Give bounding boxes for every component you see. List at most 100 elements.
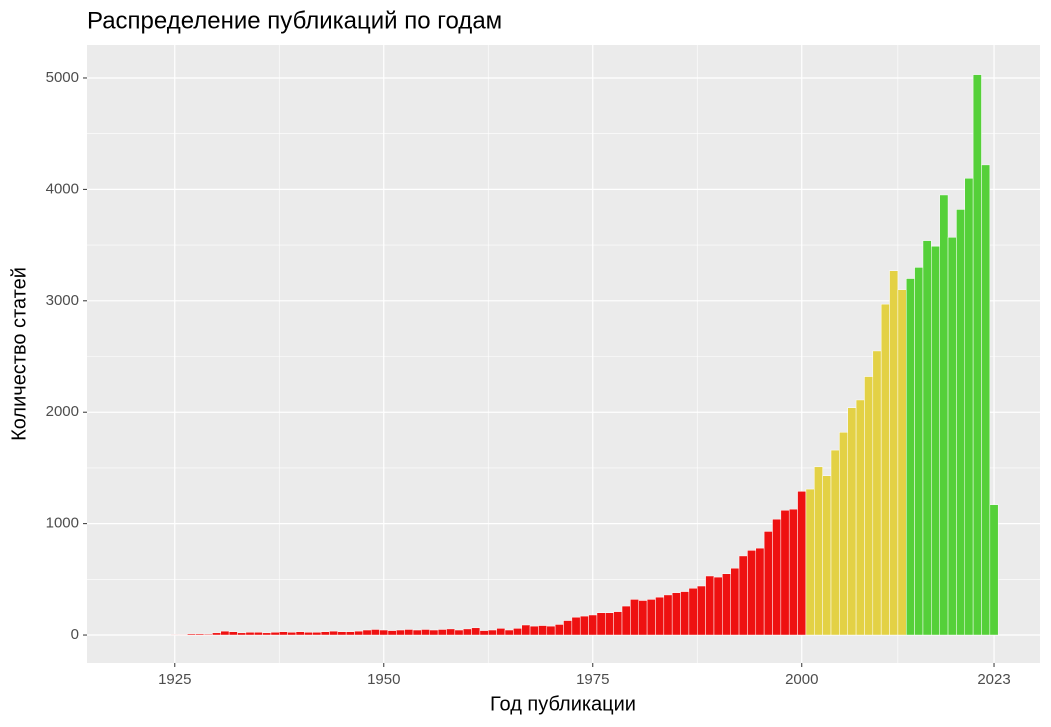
bar [563, 620, 573, 636]
bar [437, 629, 447, 636]
bar [605, 612, 614, 636]
bar [814, 466, 823, 636]
bar [905, 278, 915, 636]
bar [596, 612, 606, 636]
x-tick-label: 1950 [367, 671, 400, 688]
y-tick-label: 5000 [46, 69, 79, 86]
bar [981, 164, 991, 636]
bar [546, 625, 556, 636]
bar [421, 629, 430, 636]
bar [220, 630, 230, 636]
bar [713, 576, 723, 636]
bar [797, 491, 807, 636]
bar [446, 628, 456, 636]
bar [462, 628, 472, 636]
bar [429, 629, 439, 636]
bar [747, 550, 757, 636]
bar [529, 625, 539, 636]
bar [655, 596, 665, 636]
chart-title: Распределение публикаций по годам [87, 7, 502, 34]
bar [554, 624, 564, 636]
bar [253, 632, 263, 636]
bar [630, 599, 639, 636]
bar [880, 303, 890, 636]
bar [989, 504, 999, 636]
bar [203, 633, 213, 636]
bar [237, 632, 247, 636]
bar [295, 631, 305, 636]
bar [788, 508, 798, 636]
bar [471, 627, 481, 636]
bar [454, 629, 464, 636]
bar [379, 629, 389, 636]
bar [738, 555, 748, 636]
bar [688, 587, 698, 636]
y-tick-label: 4000 [46, 180, 79, 197]
bar [488, 629, 497, 636]
bar [956, 209, 966, 636]
bar [579, 615, 589, 636]
bar [312, 632, 322, 636]
bar [337, 631, 347, 636]
y-tick-label: 0 [71, 626, 79, 643]
bar [663, 594, 673, 636]
bar [847, 407, 857, 636]
bar [613, 611, 623, 636]
bar [830, 449, 840, 636]
bar [270, 632, 280, 636]
bar [320, 631, 330, 636]
bar [822, 475, 832, 636]
bar [638, 600, 648, 636]
y-axis-title: Количество статей [8, 267, 30, 441]
bar [396, 629, 405, 636]
bar [370, 629, 380, 636]
bar [947, 237, 957, 636]
bar [387, 630, 397, 636]
x-axis-title: Год публикации [490, 693, 636, 715]
bar [245, 632, 255, 636]
y-tick-label: 3000 [46, 292, 79, 309]
bar [345, 631, 355, 636]
bar [538, 625, 548, 636]
bar [571, 616, 581, 636]
bar [646, 599, 656, 636]
bar [697, 585, 706, 636]
bar [187, 633, 196, 636]
bar [705, 575, 715, 636]
bar [212, 632, 222, 636]
bar [354, 630, 364, 636]
bar [722, 573, 731, 636]
bar [279, 631, 288, 636]
bar [504, 629, 514, 636]
y-tick-label: 2000 [46, 403, 79, 420]
bar [772, 518, 782, 636]
bar [972, 74, 982, 636]
bar [362, 629, 372, 636]
bar [329, 630, 339, 636]
bar [304, 632, 313, 636]
bar [914, 267, 924, 636]
bar [805, 488, 815, 636]
bar [872, 350, 882, 636]
y-tick-label: 1000 [46, 515, 79, 532]
bar [195, 633, 205, 636]
bar [170, 634, 180, 636]
x-tick-label: 1925 [158, 671, 191, 688]
bar [855, 399, 865, 636]
bar [588, 614, 598, 636]
bar [521, 624, 531, 636]
bar [780, 510, 790, 636]
bar [939, 194, 949, 636]
bar [621, 605, 631, 636]
bar [178, 634, 188, 636]
bar [671, 592, 681, 636]
x-tick-label: 2023 [977, 671, 1010, 688]
bar [287, 632, 297, 636]
bar [889, 270, 899, 636]
bar [680, 591, 690, 636]
x-tick-label: 1975 [576, 671, 609, 688]
bar [479, 630, 489, 636]
bar [262, 632, 272, 636]
